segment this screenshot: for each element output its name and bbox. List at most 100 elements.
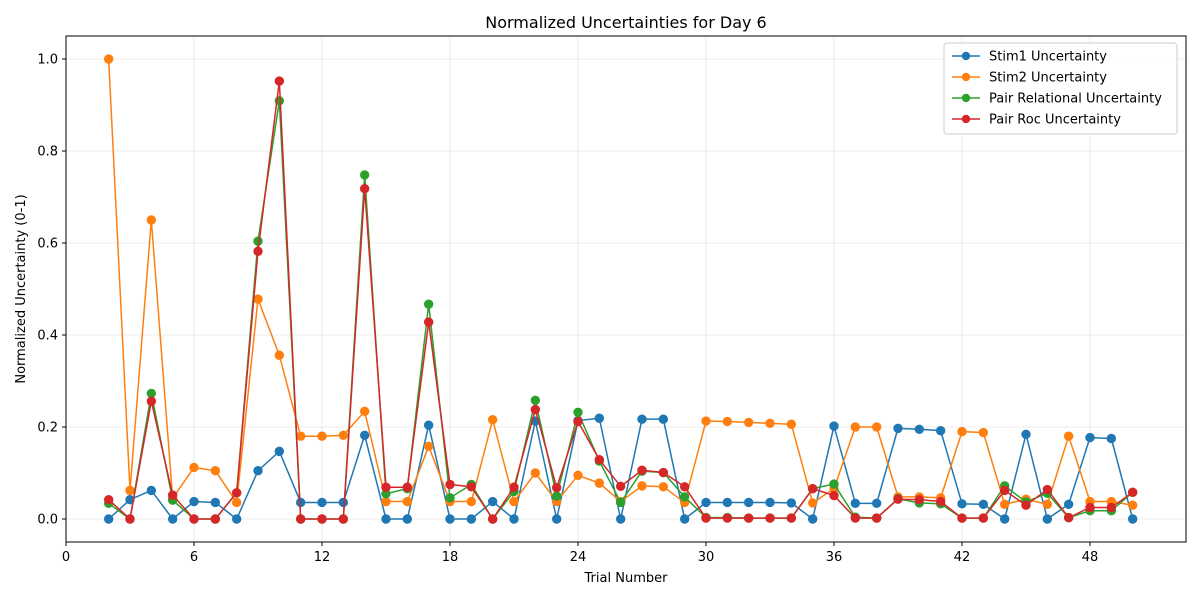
data-point	[807, 514, 818, 524]
legend-item: Pair Relational Uncertainty	[952, 92, 1162, 107]
data-point	[1042, 484, 1053, 495]
data-point	[295, 514, 306, 524]
data-point	[466, 496, 477, 507]
data-point	[466, 482, 477, 492]
axes: 0 6 12 18 24 30 36 42 48 0.0 0.2 0.4 0.6 0.8 1.0	[37, 53, 1098, 566]
y-tick-label: 0.4	[37, 329, 58, 344]
data-point	[231, 488, 242, 498]
legend-label: Stim1 Uncertainty	[989, 50, 1107, 65]
data-point	[594, 413, 605, 423]
data-point	[466, 514, 477, 524]
data-point	[189, 462, 199, 473]
data-point	[722, 513, 733, 523]
data-point	[125, 514, 135, 524]
data-point	[146, 388, 157, 399]
data-point	[573, 416, 583, 427]
data-point	[445, 493, 455, 503]
data-point	[722, 416, 733, 427]
data-point	[423, 420, 434, 430]
data-point	[1127, 500, 1138, 510]
legend-label: Stim2 Uncertainty	[989, 71, 1107, 86]
data-point	[871, 498, 882, 509]
chart-title: Normalized Uncertainties for Day 6	[485, 13, 766, 32]
data-point	[914, 494, 925, 505]
data-point	[381, 496, 391, 507]
data-point	[231, 497, 242, 508]
data-point	[829, 479, 839, 489]
data-point	[999, 485, 1010, 496]
data-point	[573, 470, 583, 480]
plot-frame	[65, 35, 1187, 543]
data-point	[189, 514, 199, 524]
data-point	[359, 170, 370, 180]
data-point	[423, 299, 434, 309]
data-point	[1063, 512, 1074, 523]
data-point	[551, 491, 562, 501]
data-point	[317, 514, 327, 524]
data-point	[658, 482, 669, 492]
data-point	[103, 494, 114, 505]
data-point	[743, 513, 754, 523]
data-point	[893, 494, 903, 504]
data-point	[957, 513, 967, 523]
data-point	[189, 496, 199, 507]
data-point	[317, 497, 327, 508]
y-tick-label: 0.6	[37, 237, 58, 252]
data-point	[1063, 431, 1074, 441]
data-point	[765, 497, 775, 508]
data-point	[786, 498, 797, 508]
x-tick-label: 12	[314, 550, 331, 565]
legend-label: Pair Relational Uncertainty	[989, 92, 1162, 107]
data-point	[679, 492, 690, 502]
data-point	[765, 418, 775, 429]
data-point	[701, 497, 711, 508]
data-point	[658, 414, 669, 424]
y-axis-title: Normalized Uncertainty (0-1)	[14, 194, 29, 383]
data-point	[253, 466, 263, 476]
data-point	[381, 482, 391, 492]
data-point	[530, 395, 541, 406]
x-tick-label: 6	[190, 550, 198, 565]
data-point	[445, 514, 455, 524]
data-point	[402, 514, 413, 524]
data-point	[807, 483, 818, 494]
data-point	[615, 514, 626, 524]
data-point	[274, 350, 285, 360]
data-point	[1085, 432, 1095, 443]
data-point	[679, 482, 690, 492]
legend-marker	[961, 93, 971, 103]
data-point	[978, 427, 989, 438]
data-point	[999, 499, 1010, 509]
data-point	[146, 396, 157, 406]
data-point	[786, 419, 797, 429]
data-point	[338, 497, 349, 508]
data-point	[594, 478, 605, 488]
data-point	[509, 514, 519, 524]
legend: Stim1 Uncertainty Stim2 Uncertainty Pair R…	[943, 42, 1178, 135]
data-point	[359, 430, 370, 440]
data-point	[423, 317, 434, 327]
data-point	[871, 422, 882, 432]
data-point	[295, 431, 306, 441]
legend-item: Stim1 Uncertainty	[952, 50, 1107, 65]
data-point	[701, 416, 711, 426]
legend-item: Pair Roc Uncertainty	[952, 113, 1121, 128]
y-tick-label: 1.0	[37, 53, 58, 68]
data-point	[573, 407, 583, 417]
data-point	[637, 465, 647, 475]
data-point	[850, 498, 861, 509]
data-point	[210, 497, 221, 508]
data-point	[743, 497, 754, 508]
data-point	[999, 514, 1010, 524]
data-point	[423, 441, 434, 452]
data-point	[359, 406, 370, 417]
data-point	[594, 454, 605, 465]
data-point	[509, 496, 519, 507]
x-tick-label: 24	[570, 550, 587, 565]
data-point	[957, 499, 967, 509]
data-point	[1042, 514, 1053, 524]
data-point	[274, 76, 285, 86]
data-point	[103, 54, 114, 64]
data-point	[957, 426, 967, 437]
